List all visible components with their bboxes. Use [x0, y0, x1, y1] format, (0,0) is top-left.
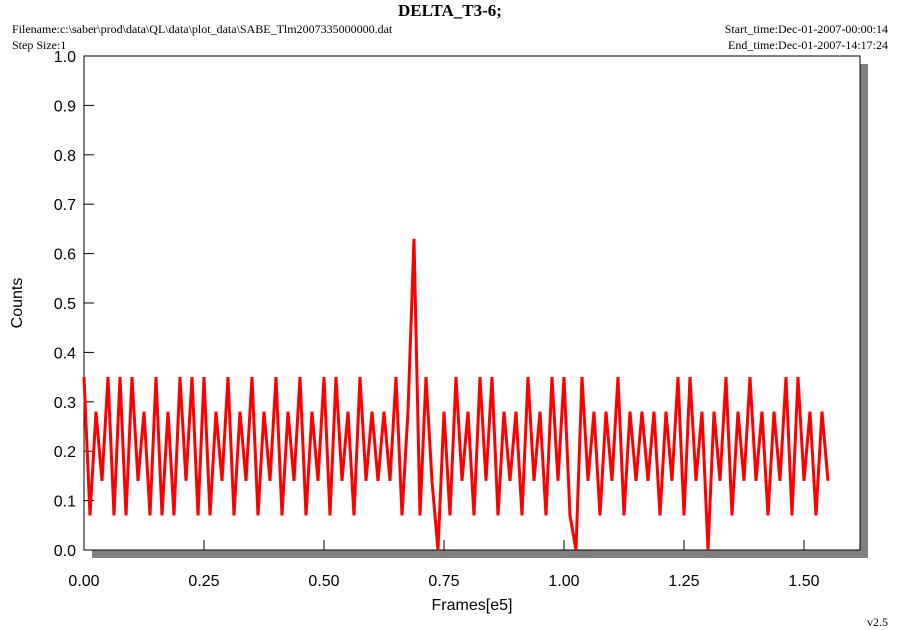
x-tick-label: 1.00 — [548, 573, 579, 590]
x-axis-label: Frames[e5] — [432, 597, 513, 614]
chart-title: DELTA_T3-6; — [398, 1, 502, 20]
y-tick-label: 0.4 — [54, 345, 76, 362]
y-tick-label: 0.5 — [54, 296, 76, 313]
y-tick-label: 0.2 — [54, 444, 76, 461]
version: v2.5 — [867, 615, 888, 629]
y-axis-label: Counts — [9, 278, 26, 329]
y-tick-label: 0.1 — [54, 494, 76, 511]
x-tick-label: 1.25 — [668, 573, 699, 590]
y-tick-label: 0.7 — [54, 197, 76, 214]
end-time: End_time:Dec-01-2007-14:17:24 — [728, 38, 888, 52]
y-tick-label: 0.0 — [54, 543, 76, 560]
x-tick-label: 0.25 — [188, 573, 219, 590]
start-time: Start_time:Dec-01-2007-00:00:14 — [725, 22, 888, 36]
y-tick-label: 0.3 — [54, 395, 76, 412]
y-tick-label: 1.0 — [54, 49, 76, 66]
y-tick-label: 0.9 — [54, 98, 76, 115]
x-tick-label: 0.00 — [68, 573, 99, 590]
x-tick-label: 0.50 — [308, 573, 339, 590]
step-size: Step Size:1 — [12, 38, 66, 52]
data-line — [82, 238, 830, 551]
filename: Filename:c:\saber\prod\data\QL\data\plot… — [12, 22, 393, 36]
y-tick-label: 0.6 — [54, 247, 76, 264]
x-tick-label: 1.50 — [788, 573, 819, 590]
y-tick-label: 0.8 — [54, 148, 76, 165]
x-tick-label: 0.75 — [428, 573, 459, 590]
